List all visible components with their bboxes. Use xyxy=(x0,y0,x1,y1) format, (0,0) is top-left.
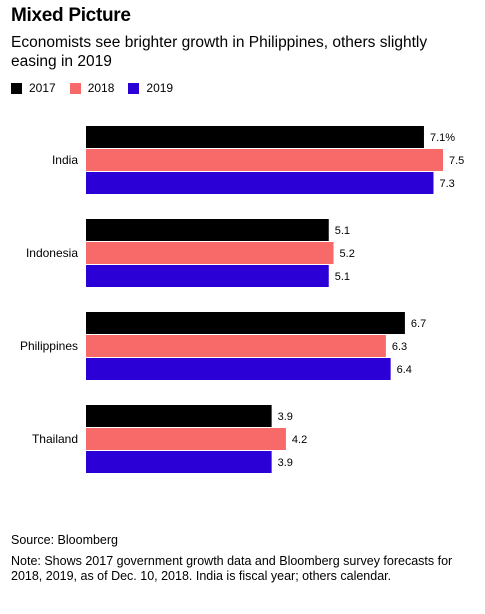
legend-item-2017: 2017 xyxy=(11,81,56,95)
bar-india-2018 xyxy=(86,149,443,171)
value-label-indonesia-2018: 5.2 xyxy=(340,248,355,260)
bar-thailand-2018 xyxy=(86,428,286,450)
value-label-thailand-2019: 3.9 xyxy=(278,457,293,469)
category-label-indonesia: Indonesia xyxy=(26,246,78,260)
bar-philippines-2017 xyxy=(86,312,405,334)
value-label-india-2017: 7.1% xyxy=(430,132,455,144)
legend-label-2019: 2019 xyxy=(146,81,174,95)
value-label-philippines-2018: 6.3 xyxy=(392,341,407,353)
chart-title: Mixed Picture xyxy=(11,5,131,26)
source-text: Source: Bloomberg xyxy=(11,533,119,547)
legend-item-2019: 2019 xyxy=(128,81,173,95)
category-label-india: India xyxy=(52,153,78,167)
bar-india-2019 xyxy=(86,172,434,194)
value-label-indonesia-2019: 5.1 xyxy=(335,271,350,283)
bar-philippines-2019 xyxy=(86,358,391,380)
legend-swatch-2019 xyxy=(128,82,140,94)
legend-swatch-2017 xyxy=(11,82,22,94)
bar-indonesia-2017 xyxy=(86,219,329,241)
bar-philippines-2018 xyxy=(86,335,386,357)
value-label-indonesia-2017: 5.1 xyxy=(335,225,350,237)
value-label-philippines-2019: 6.4 xyxy=(397,364,412,376)
value-label-india-2019: 7.3 xyxy=(439,178,454,190)
bar-indonesia-2018 xyxy=(86,242,334,264)
value-label-thailand-2017: 3.9 xyxy=(278,411,293,423)
chart-subtitle: Economists see brighter growth in Philip… xyxy=(11,34,428,70)
legend-item-2018: 2018 xyxy=(69,81,115,95)
value-label-india-2018: 7.5 xyxy=(449,155,464,167)
category-label-thailand: Thailand xyxy=(32,432,78,446)
bar-chart: India 7.1% 7.5 7.3 Indonesia 5.1 5.2 5.1 Philipp… xyxy=(20,126,464,473)
value-label-philippines-2017: 6.7 xyxy=(411,318,426,330)
legend-label-2018: 2018 xyxy=(87,81,115,95)
legend-swatch-2018 xyxy=(69,82,81,94)
note-text: Note: Shows 2017 government growth data … xyxy=(11,554,453,583)
bar-indonesia-2019 xyxy=(86,265,329,287)
legend-label-2017: 2017 xyxy=(29,81,56,95)
bar-thailand-2017 xyxy=(86,405,272,427)
bar-india-2017 xyxy=(86,126,424,148)
bar-thailand-2019 xyxy=(86,451,272,473)
legend: 2017 2018 2019 xyxy=(11,80,187,96)
category-label-philippines: Philippines xyxy=(20,339,78,353)
value-label-thailand-2018: 4.2 xyxy=(292,434,307,446)
